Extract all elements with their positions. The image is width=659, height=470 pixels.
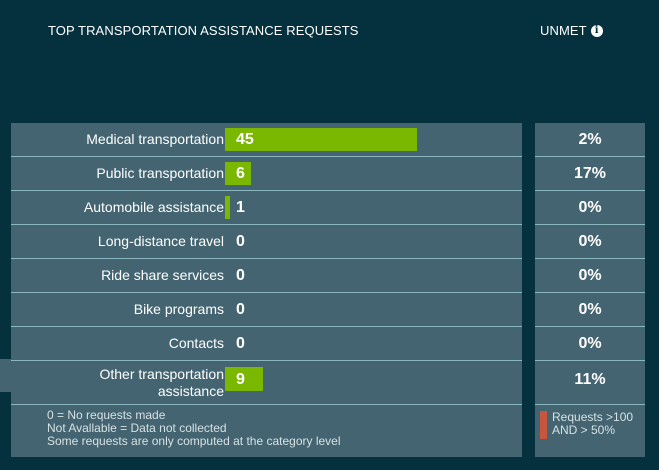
legend-swatch <box>540 411 547 439</box>
table-row[interactable]: Bike programs 0 <box>11 293 522 327</box>
row-label: Automobile assistance <box>83 199 224 215</box>
count-bar <box>225 128 417 151</box>
requests-panel: Medical transportation 45 Public transport… <box>11 123 522 457</box>
table-row[interactable]: Ride share services 0 <box>11 259 522 293</box>
row-label: Contacts <box>168 335 224 351</box>
table-row[interactable]: Medical transportation 45 <box>11 123 522 157</box>
count-bar <box>225 196 230 219</box>
row-label: Medical transportation <box>86 131 224 147</box>
row-label: Ride share services <box>101 267 224 283</box>
unmet-row: 0% <box>535 327 645 361</box>
row-count: 0 <box>236 233 245 250</box>
unmet-percent: 17% <box>573 165 607 182</box>
row-count: 45 <box>236 131 254 148</box>
legend: Requests >100 AND > 50% <box>552 411 633 437</box>
unmet-percent: 0% <box>578 267 602 284</box>
note-zero: 0 = No requests made <box>47 408 166 422</box>
table-row[interactable]: Long-distance travel 0 <box>11 225 522 259</box>
row-label: Bike programs <box>133 301 224 317</box>
unmet-percent: 0% <box>578 199 602 216</box>
row-label: Public transportation <box>96 165 224 181</box>
table-row[interactable]: Automobile assistance 1 <box>11 191 522 225</box>
unmet-percent: 0% <box>578 301 602 318</box>
count-bar <box>225 367 263 391</box>
row-label: Other transportation assistance <box>99 366 224 399</box>
unmet-row: 0% <box>535 225 645 259</box>
unmet-row: 2% <box>535 123 645 157</box>
unmet-header: UNMET i <box>540 23 603 38</box>
row-count: 0 <box>236 335 245 352</box>
row-count: 9 <box>236 371 245 388</box>
unmet-row: 0% <box>535 259 645 293</box>
unmet-row: 0% <box>535 191 645 225</box>
info-icon[interactable]: i <box>590 24 603 37</box>
row-count: 6 <box>236 165 245 182</box>
row-label: Long-distance travel <box>97 233 224 249</box>
unmet-percent: 2% <box>578 131 602 148</box>
unmet-percent: 0% <box>578 335 602 352</box>
row-count: 1 <box>236 199 245 216</box>
notes: 0 = No requests made Not Avallable = Dat… <box>47 409 341 448</box>
row-highlight-strip <box>0 359 11 392</box>
unmet-row: 11% <box>535 361 645 405</box>
table-row[interactable]: Contacts 0 <box>11 327 522 361</box>
table-row[interactable]: Public transportation 6 <box>11 157 522 191</box>
unmet-percent: 0% <box>578 233 602 250</box>
legend-line-2: AND > 50% <box>552 423 616 437</box>
unmet-percent: 11% <box>574 371 606 388</box>
legend-line-1: Requests >100 <box>552 410 634 424</box>
note-not-available: Not Avallable = Data not collected <box>47 421 227 435</box>
unmet-panel: 2% 17% 0% 0% 0% 0% 0% 11% <box>535 123 645 457</box>
note-category-level: Some requests are only computed at the c… <box>47 434 341 448</box>
unmet-row: 17% <box>535 157 645 191</box>
row-count: 0 <box>236 267 245 284</box>
page-title: TOP TRANSPORTATION ASSISTANCE REQUESTS <box>48 23 359 38</box>
row-count: 0 <box>236 301 245 318</box>
count-bar <box>225 162 251 185</box>
unmet-label: UNMET <box>540 23 587 38</box>
unmet-row: 0% <box>535 293 645 327</box>
table-row[interactable]: Other transportation assistance 9 <box>11 361 522 405</box>
